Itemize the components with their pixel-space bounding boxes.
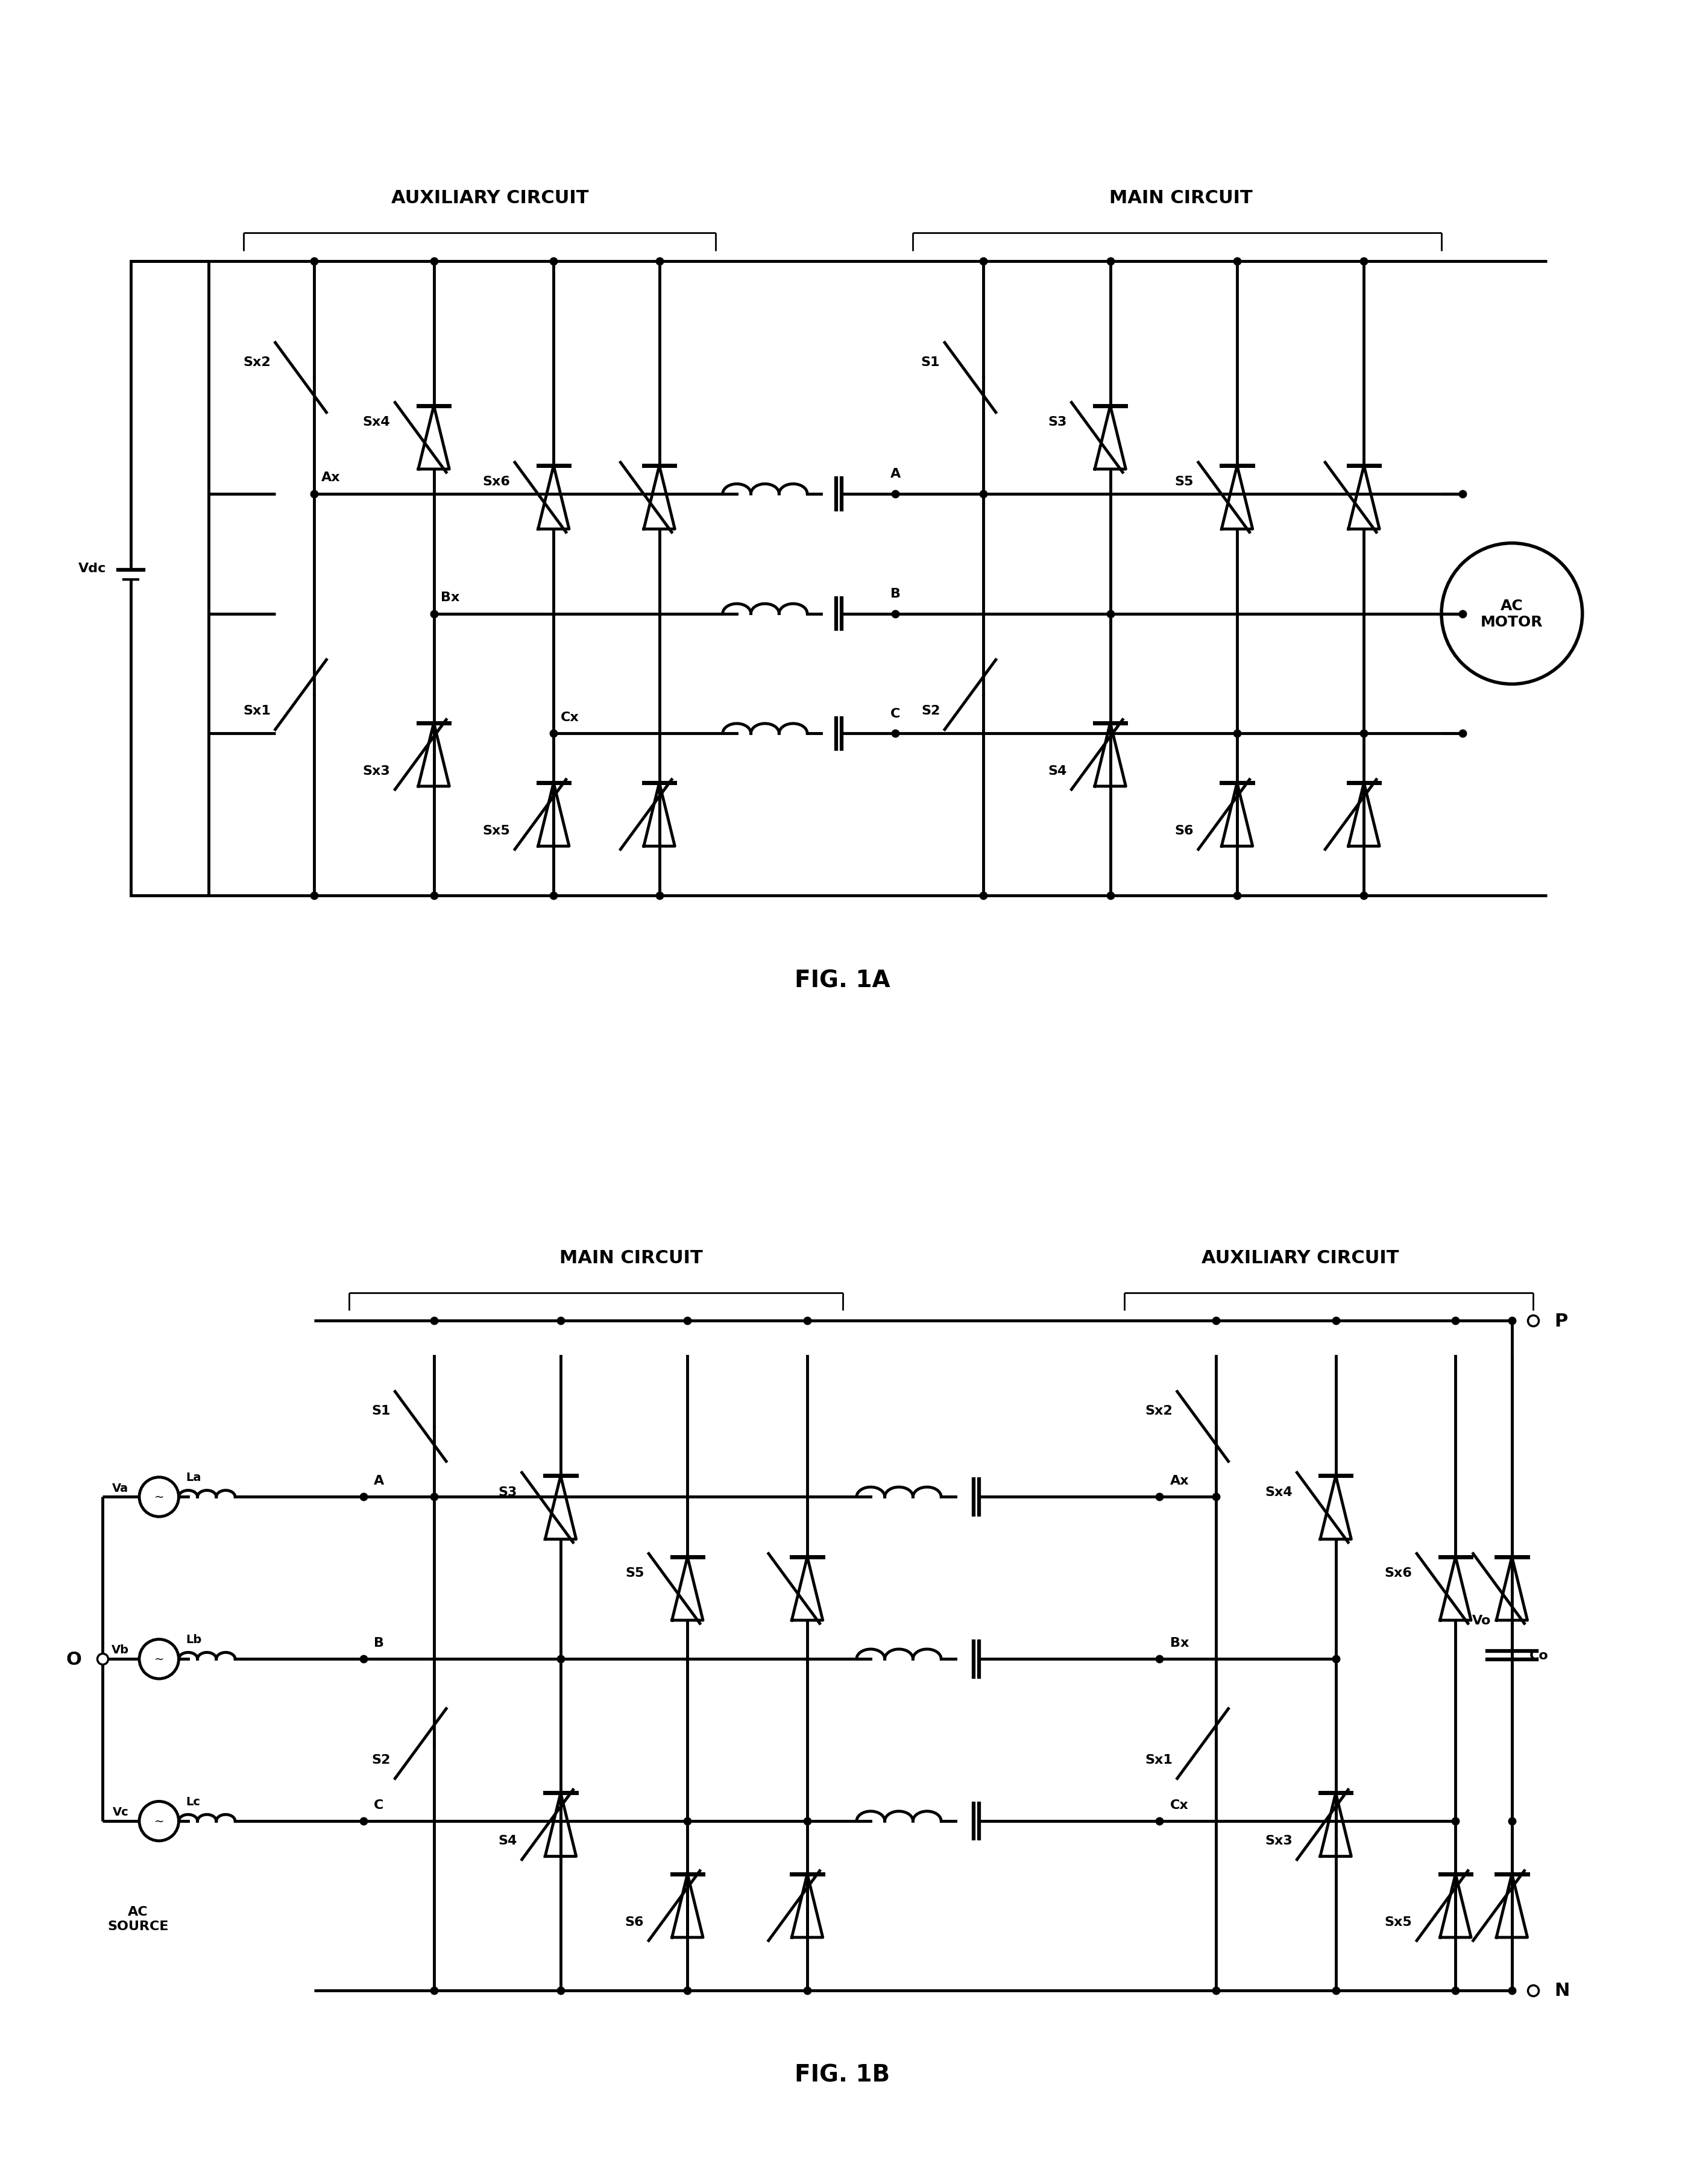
Text: AUXILIARY CIRCUIT: AUXILIARY CIRCUIT bbox=[1201, 1249, 1399, 1267]
Text: Cx: Cx bbox=[561, 712, 580, 723]
Text: Sx3: Sx3 bbox=[1265, 1835, 1292, 1848]
Text: B: B bbox=[890, 587, 900, 601]
Text: ~: ~ bbox=[153, 1492, 163, 1503]
Text: Lb: Lb bbox=[185, 1634, 202, 1645]
Text: S1: S1 bbox=[922, 356, 940, 369]
Text: La: La bbox=[185, 1472, 201, 1483]
Text: N: N bbox=[1554, 1981, 1569, 1998]
Text: Vc: Vc bbox=[113, 1806, 128, 1817]
Text: S2: S2 bbox=[922, 705, 940, 716]
Text: Sx6: Sx6 bbox=[482, 476, 511, 487]
Text: MAIN CIRCUIT: MAIN CIRCUIT bbox=[559, 1249, 703, 1267]
Text: ~: ~ bbox=[153, 1653, 163, 1664]
Text: S2: S2 bbox=[371, 1754, 391, 1765]
Text: S6: S6 bbox=[625, 1915, 644, 1928]
Text: S5: S5 bbox=[625, 1566, 644, 1579]
Text: A: A bbox=[374, 1474, 384, 1487]
Text: Sx2: Sx2 bbox=[243, 356, 271, 369]
Text: Sx5: Sx5 bbox=[482, 826, 511, 836]
Text: S4: S4 bbox=[499, 1835, 517, 1848]
Text: Vdc: Vdc bbox=[78, 561, 106, 574]
Text: S3: S3 bbox=[1048, 415, 1067, 428]
Text: S4: S4 bbox=[1048, 764, 1067, 778]
Text: Sx5: Sx5 bbox=[1385, 1915, 1412, 1928]
Text: Cx: Cx bbox=[1169, 1800, 1188, 1811]
Text: AUXILIARY CIRCUIT: AUXILIARY CIRCUIT bbox=[391, 190, 588, 207]
Text: O: O bbox=[66, 1651, 81, 1669]
Text: Sx2: Sx2 bbox=[1146, 1404, 1173, 1417]
Text: B: B bbox=[374, 1636, 384, 1649]
Text: Co: Co bbox=[1530, 1649, 1549, 1662]
Text: S1: S1 bbox=[371, 1404, 391, 1417]
Text: Sx1: Sx1 bbox=[243, 705, 271, 716]
Text: S3: S3 bbox=[499, 1485, 517, 1498]
Text: Va: Va bbox=[113, 1483, 128, 1494]
Text: Bx: Bx bbox=[441, 592, 460, 603]
Text: FIG. 1B: FIG. 1B bbox=[795, 2064, 890, 2086]
Text: A: A bbox=[890, 467, 900, 480]
Text: S6: S6 bbox=[1174, 826, 1193, 836]
Text: Sx6: Sx6 bbox=[1385, 1566, 1412, 1579]
Text: P: P bbox=[1554, 1313, 1567, 1330]
Text: Sx3: Sx3 bbox=[362, 764, 391, 778]
Text: C: C bbox=[890, 708, 900, 721]
Text: Sx4: Sx4 bbox=[362, 415, 391, 428]
Text: S5: S5 bbox=[1174, 476, 1193, 487]
Text: Vb: Vb bbox=[111, 1645, 128, 1655]
Text: C: C bbox=[374, 1800, 384, 1811]
Text: FIG. 1A: FIG. 1A bbox=[795, 970, 890, 992]
Text: Ax: Ax bbox=[322, 472, 340, 483]
Text: Sx4: Sx4 bbox=[1265, 1485, 1292, 1498]
Text: Bx: Bx bbox=[1169, 1636, 1190, 1649]
Text: Vo: Vo bbox=[1473, 1614, 1491, 1627]
Text: AC
MOTOR: AC MOTOR bbox=[1481, 598, 1543, 629]
Text: Sx1: Sx1 bbox=[1144, 1754, 1173, 1765]
Text: AC
SOURCE: AC SOURCE bbox=[108, 1907, 168, 1933]
Text: MAIN CIRCUIT: MAIN CIRCUIT bbox=[1109, 190, 1252, 207]
Text: Lc: Lc bbox=[185, 1795, 201, 1806]
Text: Ax: Ax bbox=[1169, 1474, 1190, 1487]
Text: ~: ~ bbox=[153, 1815, 163, 1828]
